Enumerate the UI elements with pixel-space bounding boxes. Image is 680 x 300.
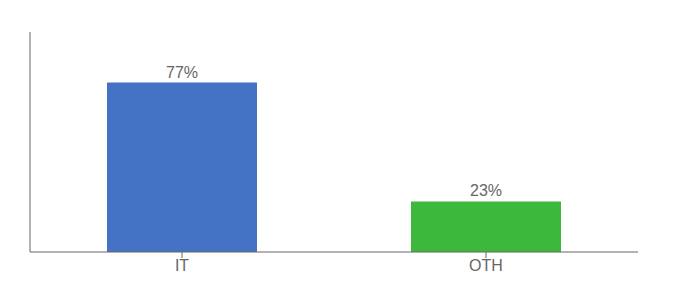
svg-text:77%: 77% xyxy=(166,64,198,81)
svg-text:OTH: OTH xyxy=(469,257,503,274)
svg-text:23%: 23% xyxy=(470,182,502,199)
svg-text:IT: IT xyxy=(175,257,189,274)
